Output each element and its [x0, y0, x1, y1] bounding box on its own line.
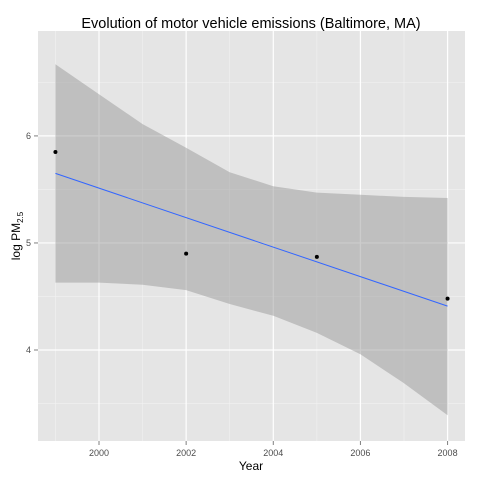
data-point: [445, 296, 450, 301]
x-tick-label: 2008: [438, 448, 458, 458]
x-tick-label: 2004: [263, 448, 283, 458]
data-point: [314, 254, 319, 259]
y-axis-title-subscript: 2.5: [16, 211, 25, 223]
y-tick-label: 6: [26, 131, 31, 141]
x-tick-label: 2006: [350, 448, 370, 458]
regression-line: [55, 172, 448, 307]
x-axis-title: Year: [239, 459, 263, 473]
y-tick-label: 5: [26, 238, 31, 248]
data-point: [184, 251, 189, 256]
data-points: [53, 149, 450, 301]
x-tick-label: 2000: [89, 448, 109, 458]
data-point: [53, 149, 58, 154]
y-tick-label: 4: [26, 345, 31, 355]
x-axis-ticks: 2000 2002 2004 2006 2008: [89, 441, 458, 458]
y-axis-title: log PM2.5: [9, 211, 25, 260]
y-axis-title-main: log PM: [9, 223, 23, 260]
x-tick-label: 2002: [176, 448, 196, 458]
y-axis-ticks: 4 5 6: [26, 131, 38, 355]
chart-title: Evolution of motor vehicle emissions (Ba…: [81, 16, 420, 32]
